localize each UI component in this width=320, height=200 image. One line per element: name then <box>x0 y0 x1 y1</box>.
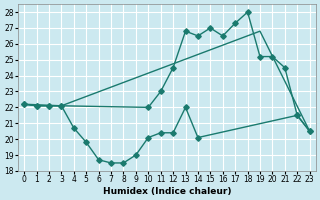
X-axis label: Humidex (Indice chaleur): Humidex (Indice chaleur) <box>103 187 231 196</box>
